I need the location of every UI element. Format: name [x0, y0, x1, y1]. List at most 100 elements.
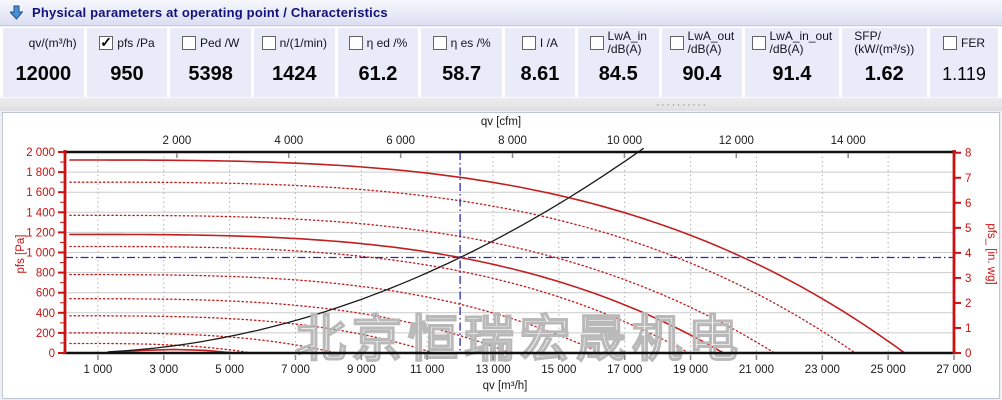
system-curve — [107, 147, 645, 353]
param-label: SFP/ — [854, 29, 881, 43]
right-tick-label: 7 — [965, 173, 971, 185]
fan-curve-solid — [110, 348, 236, 354]
checkbox-lwa-in[interactable] — [589, 36, 604, 50]
param-label-line2: /dB(A) — [607, 42, 642, 56]
param-label: η es /% — [450, 35, 491, 50]
section-header: Physical parameters at operating point /… — [0, 0, 1002, 26]
left-tick-label: 400 — [36, 308, 55, 320]
param-label: Ped /W — [199, 35, 240, 50]
bottom-tick-label: 13 000 — [475, 364, 510, 376]
fan-curve-dotted — [69, 332, 337, 354]
left-tick-label: 1 400 — [26, 207, 55, 219]
bottom-tick-label: 23 000 — [805, 364, 840, 376]
fan-curve-dotted — [69, 342, 253, 354]
checkbox-n[interactable] — [261, 36, 276, 50]
param-label: n/(1/min) — [279, 35, 327, 50]
param-label: I /A — [539, 35, 558, 50]
param-value: 950 — [110, 63, 144, 85]
left-tick-label: 1 200 — [26, 227, 55, 239]
checkbox-fer[interactable] — [943, 36, 958, 50]
checkbox-eta-ed[interactable] — [348, 36, 363, 50]
right-tick-label: 1 — [965, 323, 971, 335]
bottom-tick-label: 9 000 — [347, 364, 376, 376]
left-tick-label: 1 800 — [26, 167, 55, 179]
fan-curve-dotted — [69, 214, 776, 354]
parameter-strip: qv/(m³/h) 12000 pfs /Pa 950 Ped /W 5398 … — [0, 27, 1002, 97]
param-cell-lwa-in: LwA_in /dB(A) 84.5 — [577, 28, 659, 97]
param-label: pfs /Pa — [117, 35, 155, 50]
bottom-tick-label: 19 000 — [673, 364, 708, 376]
bottom-tick-label: 17 000 — [607, 364, 642, 376]
param-cell-eta-ed: η ed /% 61.2 — [337, 28, 419, 97]
bottom-tick-label: 21 000 — [739, 364, 774, 376]
top-tick-label: 6 000 — [386, 135, 415, 147]
top-tick-label: 14 000 — [831, 135, 866, 147]
param-value: 5398 — [188, 63, 233, 85]
bottom-tick-label: 15 000 — [541, 364, 576, 376]
param-value: 1.119 — [942, 64, 986, 84]
left-tick-label: 800 — [36, 268, 55, 280]
checkbox-eta-es[interactable] — [432, 36, 447, 50]
top-tick-label: 8 000 — [498, 135, 527, 147]
param-value: 90.4 — [682, 63, 722, 85]
right-tick-label: 4 — [965, 248, 972, 260]
top-tick-label: 4 000 — [274, 135, 303, 147]
bottom-tick-label: 11 000 — [410, 364, 444, 376]
page-title: Physical parameters at operating point /… — [32, 5, 388, 20]
bottom-axis-title: qv [m³/h] — [483, 380, 528, 392]
right-tick-label: 6 — [965, 198, 971, 210]
param-cell-lwa-out: LwA_out /dB(A) 90.4 — [661, 28, 743, 97]
param-value: 58.7 — [442, 63, 482, 85]
param-value: 91.4 — [772, 63, 812, 85]
checkbox-lwa-out[interactable] — [669, 36, 684, 50]
param-cell-current: I /A 8.61 — [504, 28, 575, 97]
fan-curve-dotted — [69, 298, 512, 354]
left-tick-label: 200 — [36, 328, 55, 340]
top-tick-label: 12 000 — [719, 135, 754, 147]
param-value: 8.61 — [520, 63, 560, 85]
left-tick-label: 1 000 — [26, 248, 55, 260]
top-axis-title: qv [cfm] — [481, 116, 521, 128]
bottom-tick-label: 3 000 — [149, 364, 178, 376]
right-axis-title: pfs_ [in. wg] — [985, 223, 997, 284]
bottom-tick-label: 5 000 — [215, 364, 244, 376]
param-cell-eta-es: η es /% 58.7 — [421, 28, 502, 97]
param-value: 1.62 — [864, 63, 904, 85]
left-tick-label: 1 600 — [26, 187, 55, 199]
checkbox-current[interactable] — [521, 36, 536, 50]
param-cell-ped: Ped /W 5398 — [170, 28, 251, 97]
right-tick-label: 2 — [965, 298, 971, 310]
param-label-line2: /dB(A) — [687, 42, 722, 56]
checkbox-ped[interactable] — [181, 36, 196, 50]
param-label: qv/(m³/h) — [28, 35, 77, 50]
param-cell-qv: qv/(m³/h) 12000 — [3, 28, 84, 97]
right-tick-label: 5 — [965, 223, 971, 235]
fan-curve-solid — [69, 233, 725, 354]
bottom-tick-label: 25 000 — [871, 364, 906, 376]
checkbox-lwa-in-out[interactable] — [751, 36, 766, 50]
param-label: FER — [961, 35, 986, 50]
top-tick-label: 2 000 — [162, 135, 191, 147]
param-cell-sfp: SFP/ (kW/(m³/s)) 1.62 — [841, 28, 928, 97]
splitter-grip[interactable]: ·········· — [656, 99, 708, 111]
left-tick-label: 0 — [49, 348, 55, 360]
param-label: LwA_in — [607, 29, 647, 43]
watermark: 北京恒瑞宏晟机电 — [296, 311, 744, 367]
param-label: LwA_in_out — [769, 29, 833, 43]
collapse-down-arrow-icon[interactable] — [10, 5, 23, 20]
param-cell-fer: FER 1.119 — [930, 28, 999, 97]
param-cell-lwa-in-out: LwA_in_out /dB(A) 91.4 — [745, 28, 839, 97]
fan-curve-dotted — [69, 315, 435, 354]
param-cell-n: n/(1/min) 1424 — [253, 28, 335, 97]
right-tick-label: 0 — [965, 348, 971, 360]
fan-curve-solid — [69, 159, 906, 354]
fan-curve-dotted — [69, 181, 856, 354]
param-value: 1424 — [272, 63, 317, 85]
param-cell-pfs: pfs /Pa 950 — [86, 28, 168, 97]
checkbox-pfs[interactable] — [99, 34, 114, 51]
bottom-tick-label: 1 000 — [84, 364, 113, 376]
param-value: 84.5 — [598, 63, 638, 85]
param-value: 12000 — [15, 63, 72, 85]
right-tick-label: 8 — [965, 148, 971, 160]
